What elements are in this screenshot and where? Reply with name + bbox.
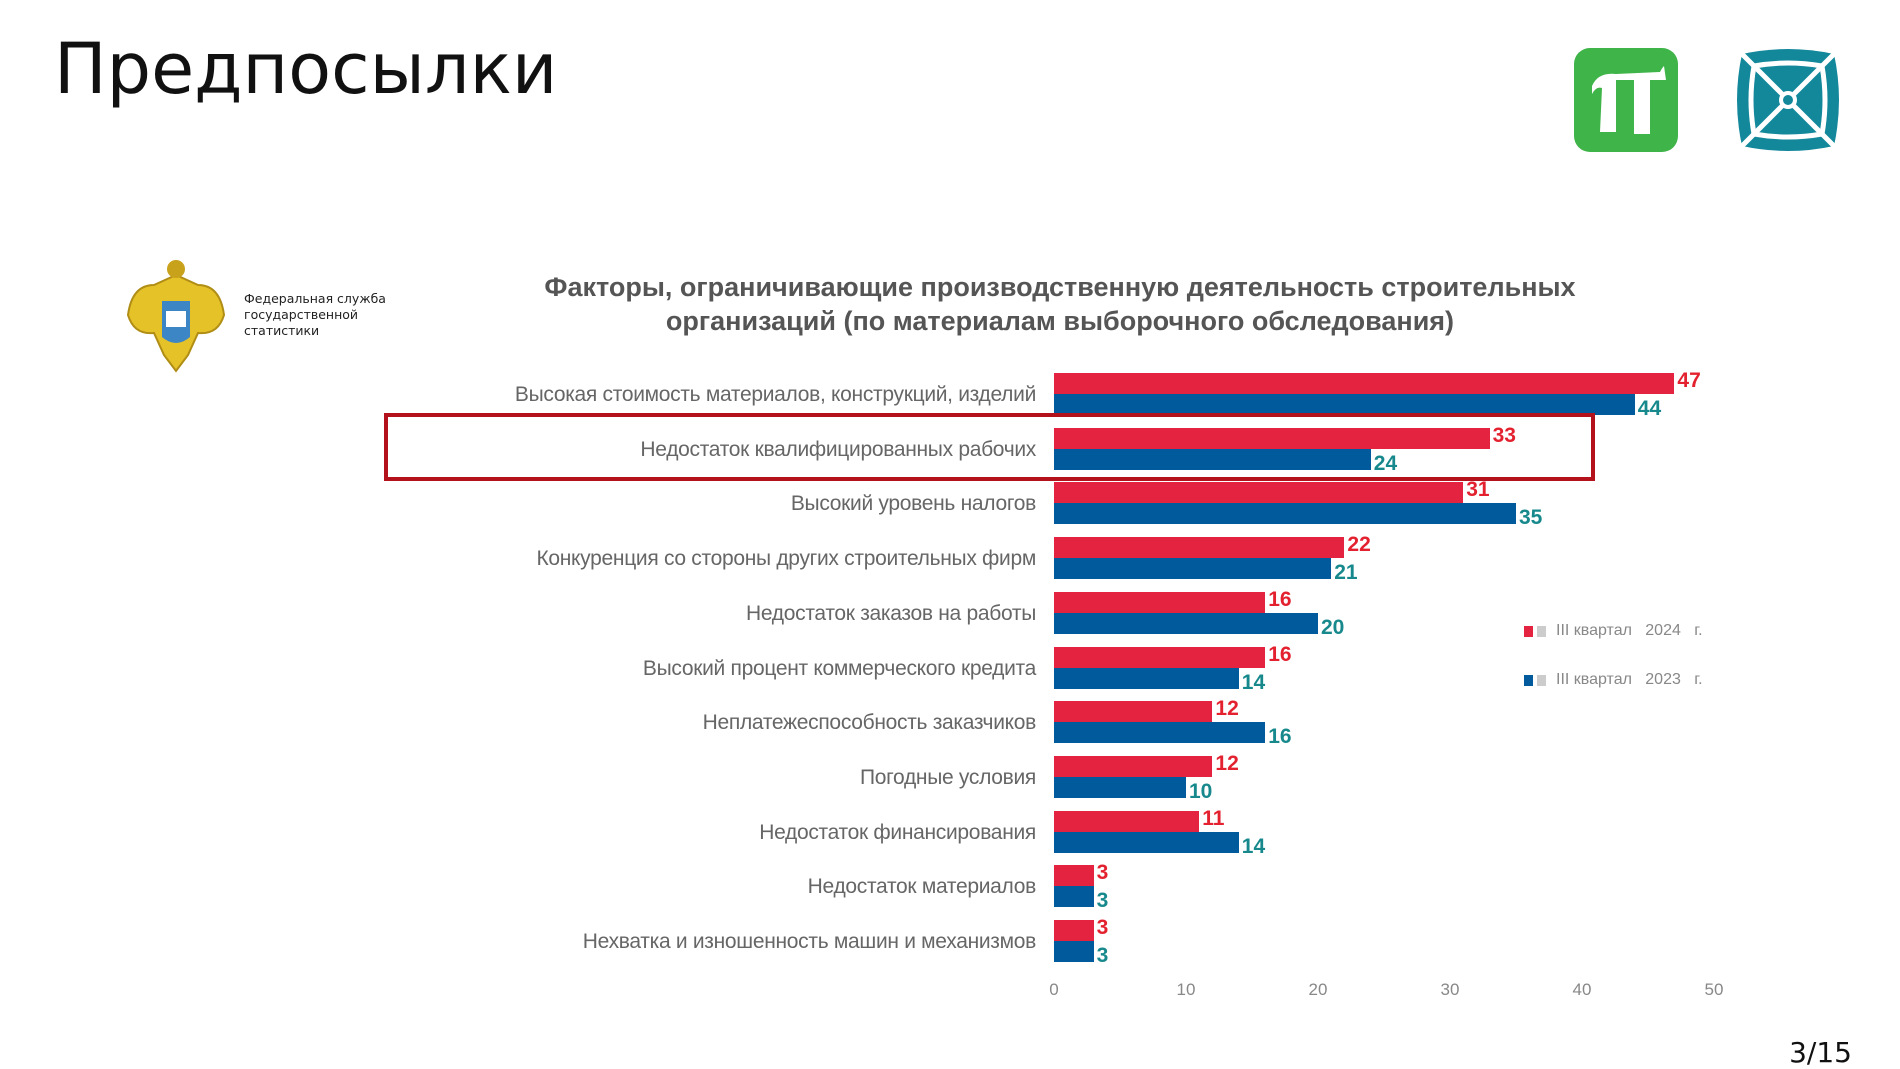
slide-title: Предпосылки	[54, 28, 558, 110]
bar-2023	[1054, 448, 1371, 470]
bar-2023	[1054, 941, 1094, 962]
data-label-2023: 35	[1519, 506, 1543, 530]
bar-2023	[1054, 886, 1094, 908]
data-label-2024: 16	[1268, 642, 1292, 666]
data-label-2024: 16	[1268, 587, 1292, 611]
chart-title-line1: Факторы, ограничивающие производственную…	[544, 272, 1576, 302]
data-label-2024: 33	[1492, 423, 1516, 447]
chart-title-line2: организаций (по материалам выборочного о…	[665, 306, 1455, 336]
data-label-2024: 3	[1096, 916, 1109, 939]
bar-2024	[1054, 537, 1345, 559]
bar-2024	[1054, 810, 1200, 832]
data-label-2023: 24	[1373, 451, 1398, 475]
x-tick-label: 40	[1572, 980, 1592, 999]
data-label-2023: 16	[1268, 725, 1292, 749]
category-label: Погодные условия	[859, 765, 1036, 789]
category-label: Высокая стоимость материалов, конструкци…	[514, 383, 1036, 406]
data-label-2023: 14	[1241, 670, 1266, 694]
highlight-box	[384, 413, 1595, 481]
rosstat-logo: Федеральная служба государственной стати…	[124, 255, 394, 375]
data-label-2024: 11	[1202, 806, 1225, 830]
rosstat-line2: государственной	[244, 307, 359, 322]
rosstat-line3: статистики	[244, 323, 320, 338]
bar-2023	[1054, 558, 1332, 580]
data-label-2023: 3	[1096, 944, 1109, 967]
category-label: Недостаток квалифицированных рабочих	[640, 437, 1036, 461]
bar-2023	[1054, 612, 1318, 634]
data-label-2024: 22	[1347, 533, 1371, 557]
bar-2023	[1054, 667, 1239, 689]
legend-label-2024: III квартал 2024 г.	[1556, 622, 1703, 639]
bar-2024	[1054, 646, 1266, 668]
category-label: Недостаток материалов	[807, 875, 1037, 899]
coat-of-arms-icon	[126, 260, 226, 373]
data-label-2023: 21	[1334, 561, 1358, 585]
bar-2024	[1054, 591, 1266, 613]
legend-swatch-2024	[1524, 625, 1533, 637]
bar-2024	[1054, 920, 1094, 941]
bar-2023	[1054, 394, 1635, 415]
category-label: Нехватка и изношенность машин и механизм…	[582, 930, 1037, 953]
data-label-2024: 12	[1215, 697, 1239, 721]
data-label-2024: 31	[1466, 478, 1490, 502]
bar-2024	[1054, 865, 1094, 887]
bar-2023	[1054, 503, 1516, 525]
bar-2024	[1054, 755, 1213, 777]
legend-swatch-2023	[1524, 674, 1533, 686]
x-tick-label: 20	[1308, 980, 1328, 999]
category-label: Высокий уровень налогов	[790, 492, 1036, 516]
category-label: Недостаток заказов на работы	[746, 601, 1036, 625]
data-label-2024: 3	[1096, 861, 1109, 885]
legend-item-2023: III квартал 2023 г.	[1524, 671, 1703, 689]
square-logo	[1734, 46, 1842, 154]
bar-2024	[1054, 701, 1213, 723]
data-label-2023: 20	[1321, 615, 1345, 639]
data-label-2024: 47	[1677, 369, 1701, 392]
x-tick-label: 50	[1704, 980, 1724, 999]
pi-logo	[1572, 46, 1680, 154]
bar-2024	[1054, 373, 1675, 394]
x-tick-label: 10	[1176, 980, 1196, 999]
bar-2024	[1054, 482, 1464, 504]
bar-2023	[1054, 722, 1266, 744]
bar-2024	[1054, 427, 1490, 449]
x-tick-label: 0	[1049, 980, 1059, 999]
bar-2023	[1054, 776, 1186, 798]
legend-label-2023: III квартал 2023 г.	[1556, 671, 1703, 688]
legend-item-2024: III квартал 2024 г.	[1524, 622, 1703, 640]
page-number: 3/15	[1789, 1036, 1852, 1069]
rosstat-line1: Федеральная служба	[244, 291, 386, 306]
chart-title: Факторы, ограничивающие производственную…	[440, 270, 1680, 338]
data-label-2023: 44	[1637, 397, 1662, 420]
data-label-2023: 3	[1096, 889, 1109, 913]
data-label-2023: 14	[1241, 834, 1266, 858]
category-label: Высокий процент коммерческого кредита	[642, 656, 1036, 680]
x-tick-label: 30	[1440, 980, 1460, 999]
category-label: Конкуренция со стороны других строительн…	[536, 547, 1036, 571]
category-label: Недостаток финансирования	[759, 820, 1036, 844]
data-label-2024: 12	[1215, 751, 1239, 775]
category-label: Неплатежеспособность заказчиков	[702, 711, 1037, 735]
bar-2023	[1054, 831, 1239, 853]
data-label-2023: 10	[1189, 779, 1213, 803]
